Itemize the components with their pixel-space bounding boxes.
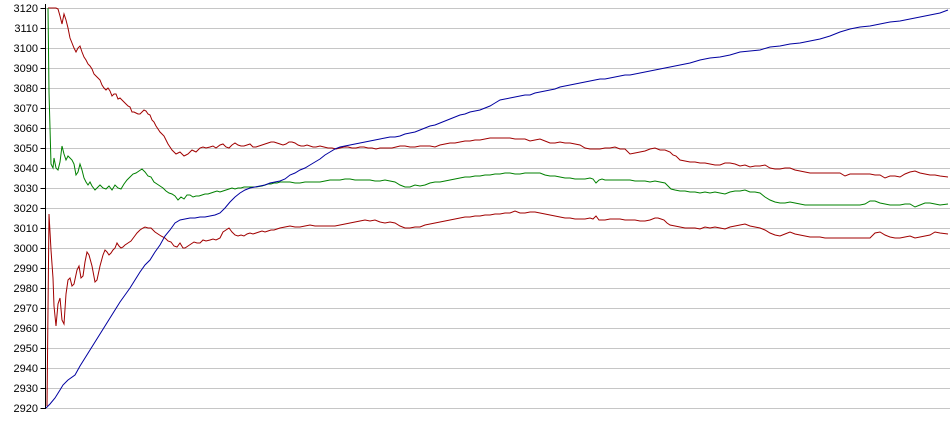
y-axis-label: 3100 [13, 43, 38, 55]
y-axis-label: 3090 [13, 63, 38, 75]
y-axis-label: 3000 [13, 243, 38, 255]
y-axis-label: 2930 [13, 383, 38, 395]
y-axis-label: 2940 [13, 363, 38, 375]
y-axis-label: 3050 [13, 143, 38, 155]
blue-balance-line [45, 9, 949, 409]
y-axis-label: 3120 [13, 3, 38, 15]
y-axis-label: 3040 [13, 163, 38, 175]
y-axis-label: 2920 [13, 403, 38, 415]
y-axis-label: 2990 [13, 263, 38, 275]
y-axis-label: 3010 [13, 223, 38, 235]
y-axis-label: 3060 [13, 123, 38, 135]
y-axis-label: 2960 [13, 323, 38, 335]
y-axis-label: 3080 [13, 83, 38, 95]
y-axis-label: 2980 [13, 283, 38, 295]
y-axis-labels: 3120 3110 3100 3090 3080 3070 3060 3050 3040 3030… [0, 0, 38, 435]
green-average-line [47, 7, 949, 208]
y-axis-label: 3030 [13, 183, 38, 195]
red-lower-band-line [46, 210, 949, 407]
y-axis-label: 2950 [13, 343, 38, 355]
y-axis-label: 2970 [13, 303, 38, 315]
red-upper-band-line [48, 7, 949, 179]
y-axis-label: 3110 [14, 23, 38, 35]
y-axis-label: 3070 [13, 103, 38, 115]
y-axis-label: 3020 [13, 203, 38, 215]
